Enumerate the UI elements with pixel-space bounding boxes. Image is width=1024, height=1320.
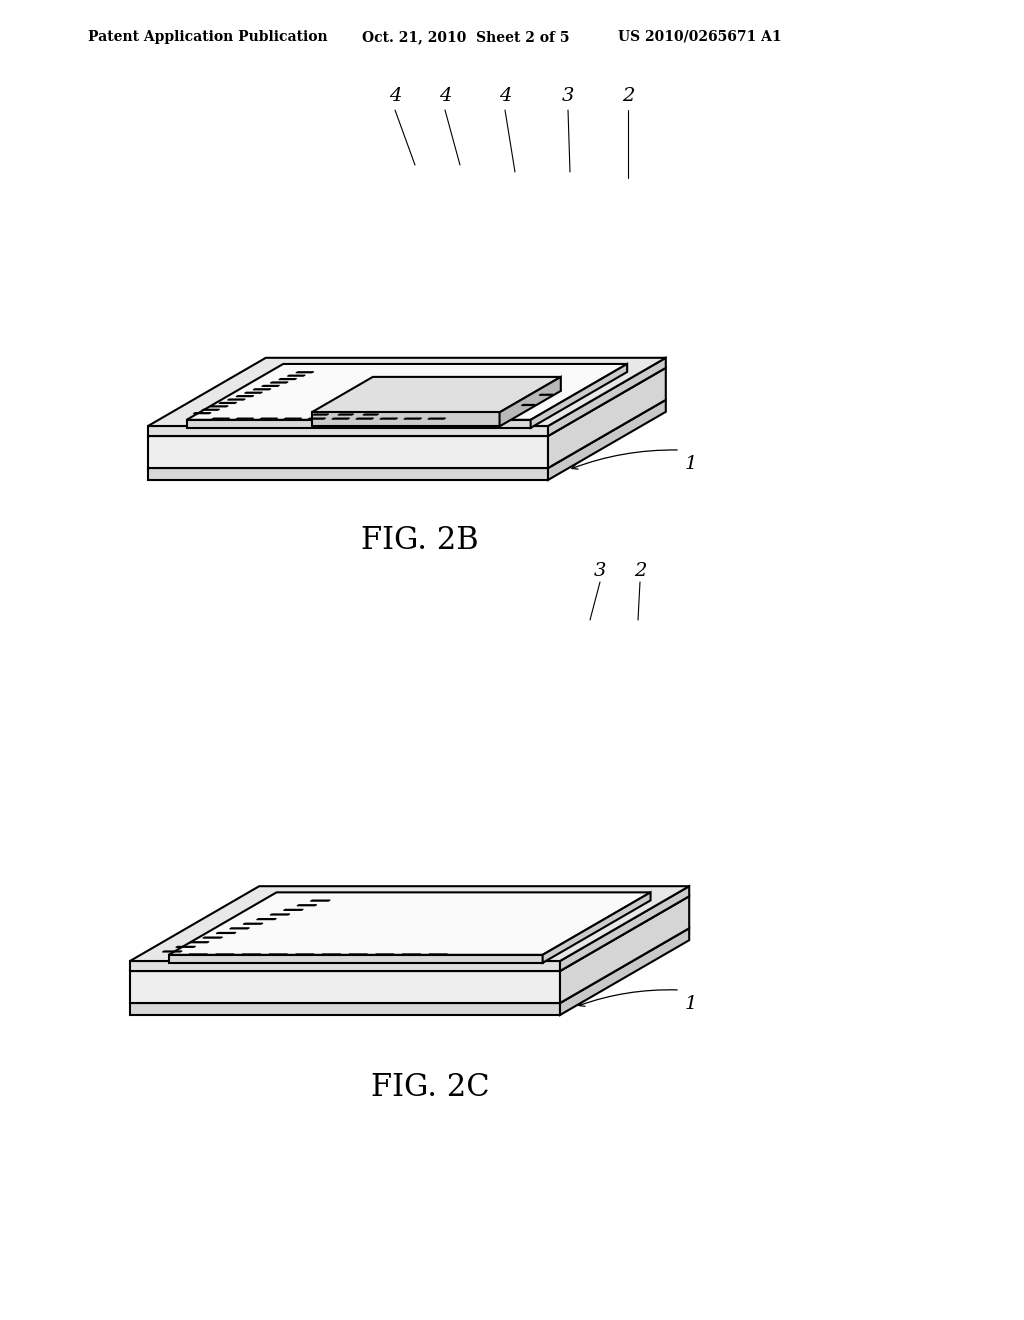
Polygon shape: [311, 378, 561, 412]
Polygon shape: [169, 892, 650, 954]
Polygon shape: [560, 886, 689, 972]
Polygon shape: [148, 426, 548, 436]
Polygon shape: [130, 886, 689, 961]
Polygon shape: [186, 420, 530, 428]
Text: 2: 2: [622, 87, 634, 106]
Polygon shape: [130, 961, 560, 972]
Polygon shape: [560, 928, 689, 1015]
Text: FIG. 2B: FIG. 2B: [361, 525, 479, 556]
Polygon shape: [130, 896, 689, 972]
Polygon shape: [148, 400, 666, 469]
Polygon shape: [548, 368, 666, 469]
Text: 2: 2: [634, 562, 646, 579]
Polygon shape: [548, 358, 666, 436]
Polygon shape: [148, 368, 666, 436]
Text: 3: 3: [562, 87, 574, 106]
Text: 4: 4: [389, 87, 401, 106]
Text: 1: 1: [685, 995, 697, 1012]
Text: Oct. 21, 2010  Sheet 2 of 5: Oct. 21, 2010 Sheet 2 of 5: [362, 30, 569, 44]
Polygon shape: [311, 412, 500, 426]
Text: FIG. 2C: FIG. 2C: [371, 1072, 489, 1104]
Polygon shape: [130, 928, 689, 1003]
Polygon shape: [148, 436, 548, 469]
Polygon shape: [169, 954, 543, 962]
Polygon shape: [500, 378, 561, 426]
Text: Patent Application Publication: Patent Application Publication: [88, 30, 328, 44]
Text: US 2010/0265671 A1: US 2010/0265671 A1: [618, 30, 781, 44]
Text: 4: 4: [439, 87, 452, 106]
Text: 3: 3: [594, 562, 606, 579]
Polygon shape: [560, 896, 689, 1003]
Text: 1: 1: [685, 455, 697, 473]
Polygon shape: [148, 469, 548, 480]
Polygon shape: [186, 364, 627, 420]
Polygon shape: [148, 358, 666, 426]
Text: 4: 4: [499, 87, 511, 106]
Polygon shape: [543, 892, 650, 962]
Polygon shape: [548, 400, 666, 480]
Polygon shape: [130, 1003, 560, 1015]
Polygon shape: [130, 972, 560, 1003]
Polygon shape: [530, 364, 627, 428]
